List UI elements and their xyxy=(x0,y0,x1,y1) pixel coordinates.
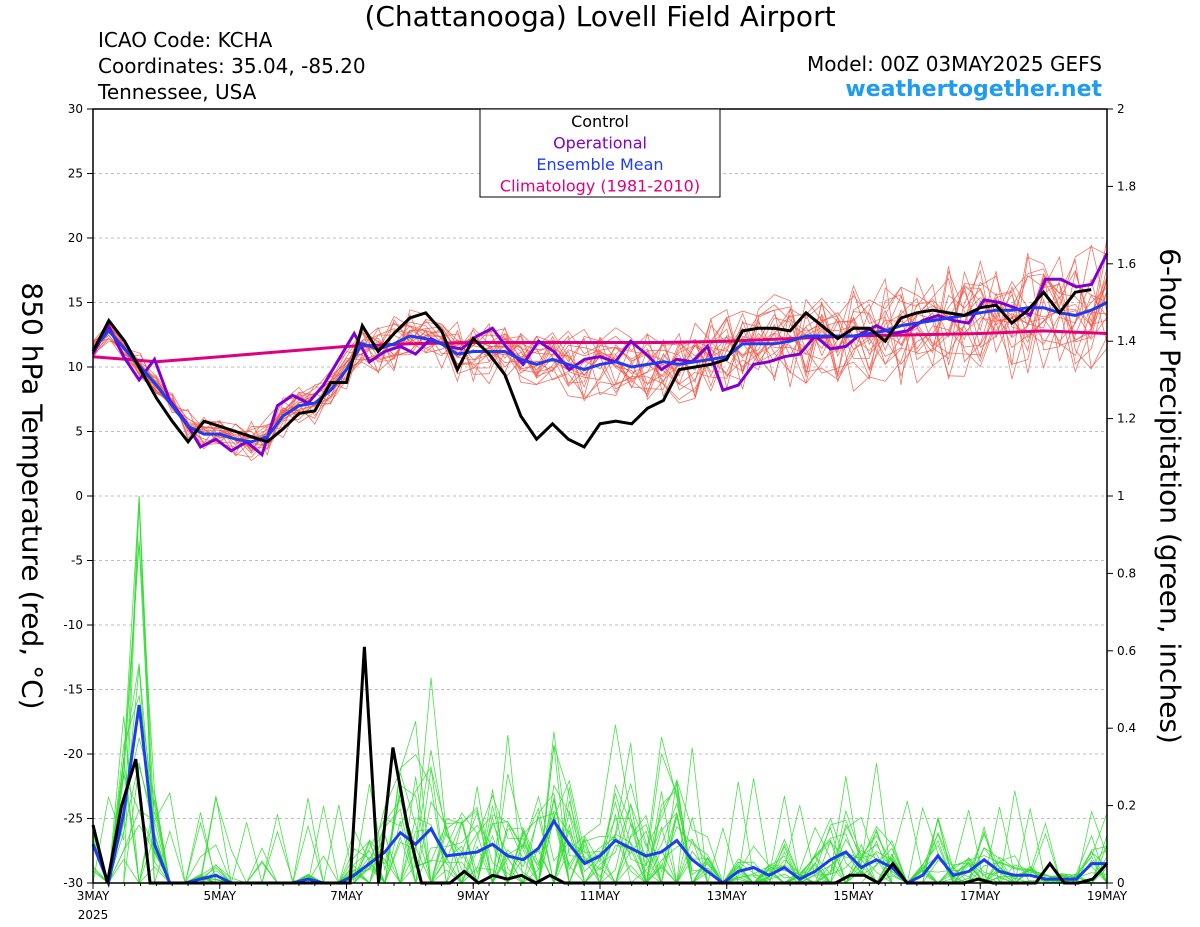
right-tick-label: 1 xyxy=(1117,489,1125,503)
icao-code: ICAO Code: KCHA xyxy=(98,28,273,52)
left-tick-label: -15 xyxy=(63,683,83,697)
x-tick-label: 13MAY xyxy=(707,889,748,903)
right-tick-label: 2 xyxy=(1117,102,1125,116)
climatology-line xyxy=(92,329,1108,364)
left-tick-label: -25 xyxy=(63,812,83,826)
x-tick-label: 17MAY xyxy=(960,889,1001,903)
right-tick-label: 0.8 xyxy=(1117,566,1136,580)
ensemble-temp-member xyxy=(92,269,1108,448)
left-tick-label: 0 xyxy=(75,489,83,503)
legend-entry: Control xyxy=(571,112,629,131)
left-tick-label: -5 xyxy=(71,554,83,568)
ensemble-temp-member xyxy=(92,277,1108,457)
ensemble-precip-member xyxy=(92,495,1107,885)
left-tick-label: -10 xyxy=(63,618,83,632)
left-tick-label: 5 xyxy=(75,425,83,439)
site-link[interactable]: weathertogether.net xyxy=(845,77,1102,102)
right-tick-label: 0.6 xyxy=(1117,644,1136,658)
x-tick-label: 9MAY xyxy=(457,889,490,903)
ensemble-precip-member xyxy=(93,543,1108,884)
operational-temp-line xyxy=(91,252,1109,458)
right-tick-label: 0.2 xyxy=(1117,799,1136,813)
control-temp-line xyxy=(91,288,1092,449)
x-tick-label: 19MAY xyxy=(1087,889,1128,903)
x-year-label: 2025 xyxy=(78,908,109,922)
ensemble-temp-member xyxy=(92,246,1108,446)
right-tick-label: 1.6 xyxy=(1117,257,1136,271)
x-tick-label: 11MAY xyxy=(580,889,621,903)
left-tick-label: 20 xyxy=(68,231,83,245)
ensemble-precip-member xyxy=(92,766,1108,885)
left-tick-label: 15 xyxy=(68,296,83,310)
ensemble-temp-member xyxy=(92,275,1108,444)
right-tick-label: 0.4 xyxy=(1117,721,1136,735)
region: Tennessee, USA xyxy=(98,80,257,104)
coordinates: Coordinates: 35.04, -85.20 xyxy=(98,54,366,78)
ensemble-precip-member xyxy=(93,504,1107,885)
chart-title: (Chattanooga) Lovell Field Airport xyxy=(364,0,836,33)
mean-precip-line xyxy=(91,704,1107,889)
legend-entry: Operational xyxy=(553,134,647,153)
ensemble-precip-member xyxy=(92,663,1108,884)
left-tick-label: 10 xyxy=(68,360,83,374)
x-tick-label: 15MAY xyxy=(833,889,874,903)
right-tick-label: 0 xyxy=(1117,876,1125,890)
left-tick-label: 30 xyxy=(68,102,83,116)
ensemble-precip-member xyxy=(92,667,1108,885)
x-tick-label: 5MAY xyxy=(203,889,236,903)
left-tick-label: 25 xyxy=(68,167,83,181)
right-tick-label: 1.2 xyxy=(1117,412,1136,426)
x-tick-label: 7MAY xyxy=(330,889,363,903)
model-run: Model: 00Z 03MAY2025 GEFS xyxy=(807,52,1102,76)
legend-box xyxy=(479,108,721,198)
right-tick-label: 1.8 xyxy=(1117,179,1136,193)
legend-entry: Climatology (1981-2010) xyxy=(500,177,700,196)
legend-entry: Ensemble Mean xyxy=(536,155,663,174)
ensemble-precip-member xyxy=(93,540,1108,885)
left-tick-label: -30 xyxy=(63,876,83,890)
mean-temp-line xyxy=(91,301,1108,444)
x-tick-label: 3MAY xyxy=(77,889,110,903)
right-tick-label: 1.4 xyxy=(1117,334,1136,348)
left-tick-label: -20 xyxy=(63,747,83,761)
